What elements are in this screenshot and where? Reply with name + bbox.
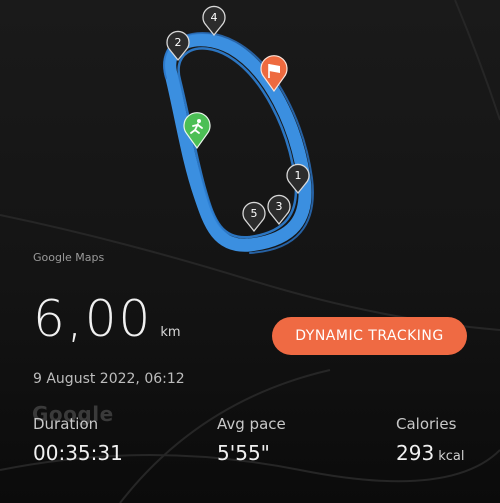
distance-display: 6,00 km <box>33 290 181 348</box>
stat-duration-value: 00:35:31 <box>33 441 123 465</box>
stat-calories-value: 293 <box>396 441 435 465</box>
marker-4[interactable]: 4 <box>202 5 226 37</box>
stat-calories-label: Calories <box>396 415 457 433</box>
stat-pace-label: Avg pace <box>217 415 286 433</box>
marker-1-label: 1 <box>295 169 302 182</box>
distance-value: 6,00 <box>33 290 153 348</box>
stat-calories-unit: kcal <box>438 449 465 464</box>
marker-5-label: 5 <box>251 207 258 220</box>
marker-4-label: 4 <box>211 11 218 24</box>
marker-1[interactable]: 1 <box>286 163 310 195</box>
map-attribution: Google Maps <box>33 251 105 264</box>
stat-pace-value: 5'55" <box>217 441 270 465</box>
finish-flag-icon[interactable] <box>260 55 288 93</box>
activity-date: 9 August 2022, 06:12 <box>33 371 185 387</box>
dynamic-tracking-button[interactable]: DYNAMIC TRACKING <box>272 317 467 355</box>
marker-2[interactable]: 2 <box>166 30 190 62</box>
marker-3-label: 3 <box>276 200 283 213</box>
stat-duration: Duration 00:35:31 <box>33 415 123 465</box>
marker-5[interactable]: 5 <box>242 201 266 233</box>
start-runner-icon[interactable] <box>183 112 211 150</box>
marker-2-label: 2 <box>175 36 182 49</box>
distance-unit: km <box>160 325 181 340</box>
google-watermark: Google <box>32 402 114 426</box>
stat-calories: Calories 293 kcal <box>396 415 464 465</box>
stat-duration-label: Duration <box>33 415 99 433</box>
stat-pace: Avg pace 5'55" <box>217 415 286 465</box>
marker-3[interactable]: 3 <box>267 194 291 226</box>
